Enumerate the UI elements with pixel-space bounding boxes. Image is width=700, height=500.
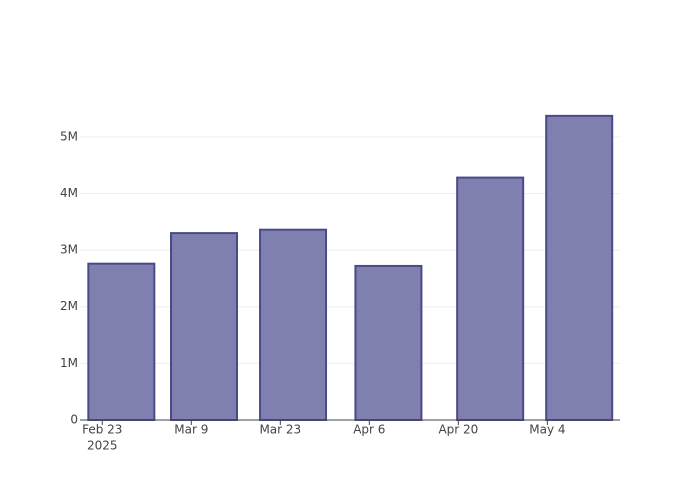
x-tick-year: 2025 [87,439,118,453]
x-tick-label: Feb 23 [82,423,122,437]
bar [87,262,156,422]
bar [354,264,423,421]
bar [259,228,328,421]
y-tick-label: 3M [60,243,78,257]
bar [456,176,525,421]
x-tick-label: May 4 [529,423,565,437]
bar [170,232,239,421]
y-tick-label: 0 [70,413,78,427]
bar [545,114,614,422]
y-tick-label: 5M [60,129,78,143]
x-tick-label: Apr 20 [438,423,478,437]
x-tick-label: Mar 23 [259,423,301,437]
x-tick-label: Mar 9 [174,423,208,437]
y-tick-label: 1M [60,356,78,370]
y-tick-label: 4M [60,186,78,200]
x-tick-label: Apr 6 [353,423,385,437]
y-tick-label: 2M [60,299,78,313]
